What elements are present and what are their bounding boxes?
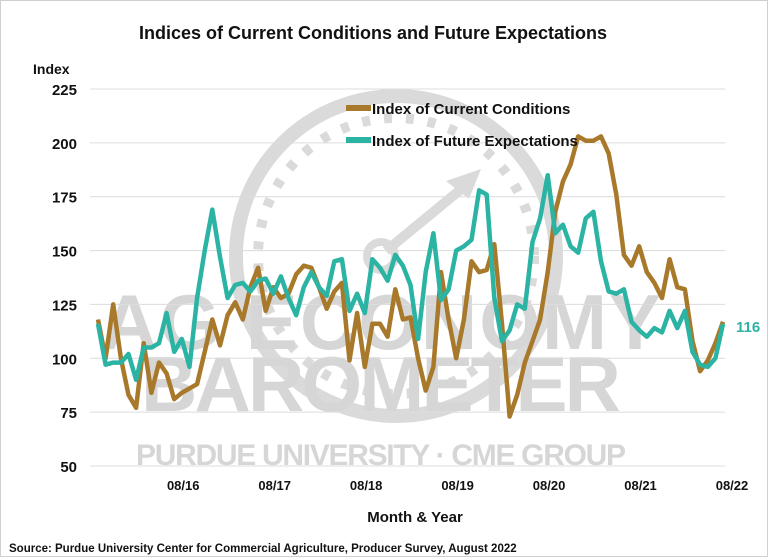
watermark-text-3: PURDUE UNIVERSITY · CME GROUP bbox=[136, 439, 626, 472]
watermark-gauge-ticks bbox=[253, 113, 539, 399]
y-tick-label: 200 bbox=[52, 136, 77, 153]
watermark-gauge-needle bbox=[382, 177, 475, 255]
source-note: Source: Purdue University Center for Com… bbox=[9, 543, 517, 555]
y-axis-label: Index bbox=[33, 61, 70, 77]
legend-label-future: Index of Future Expectations bbox=[372, 133, 578, 150]
x-tick-label: 08/17 bbox=[258, 478, 291, 493]
chart-title: Indices of Current Conditions and Future… bbox=[139, 23, 607, 43]
watermark-text-2: BAROMETER bbox=[141, 340, 621, 428]
watermark-arrow-icon bbox=[446, 169, 481, 199]
y-tick-label: 225 bbox=[52, 82, 77, 99]
series-line-future-expectations bbox=[95, 172, 726, 383]
x-tick-label: 08/18 bbox=[350, 478, 383, 493]
x-tick-label: 08/19 bbox=[441, 478, 474, 493]
y-tick-label: 175 bbox=[52, 190, 77, 207]
y-tick-label: 50 bbox=[60, 459, 77, 476]
y-axis-ticks: 50 75 100 125 150 175 200 225 bbox=[52, 82, 77, 476]
end-value-label: 116 bbox=[736, 319, 760, 336]
y-tick-label: 125 bbox=[52, 297, 77, 314]
x-tick-label: 08/21 bbox=[624, 478, 657, 493]
legend: Index of Current Conditions Index of Fut… bbox=[346, 101, 578, 150]
x-tick-label: 08/22 bbox=[716, 478, 749, 493]
y-tick-label: 75 bbox=[60, 405, 77, 422]
watermark-logo: AG ECONOMY BAROMETER PURDUE UNIVERSITY ·… bbox=[101, 89, 661, 472]
series-line-current-conditions bbox=[95, 134, 726, 419]
y-tick-label: 100 bbox=[52, 351, 77, 368]
x-tick-label: 08/16 bbox=[167, 478, 200, 493]
x-axis-ticks: 08/16 08/17 08/18 08/19 08/20 08/21 08/22 bbox=[167, 478, 748, 493]
legend-label-current: Index of Current Conditions bbox=[372, 101, 570, 118]
x-axis-label: Month & Year bbox=[367, 509, 463, 526]
series-lines bbox=[95, 134, 726, 419]
y-tick-label: 150 bbox=[52, 244, 77, 261]
x-tick-label: 08/20 bbox=[533, 478, 566, 493]
watermark-gauge-icon bbox=[229, 89, 563, 423]
